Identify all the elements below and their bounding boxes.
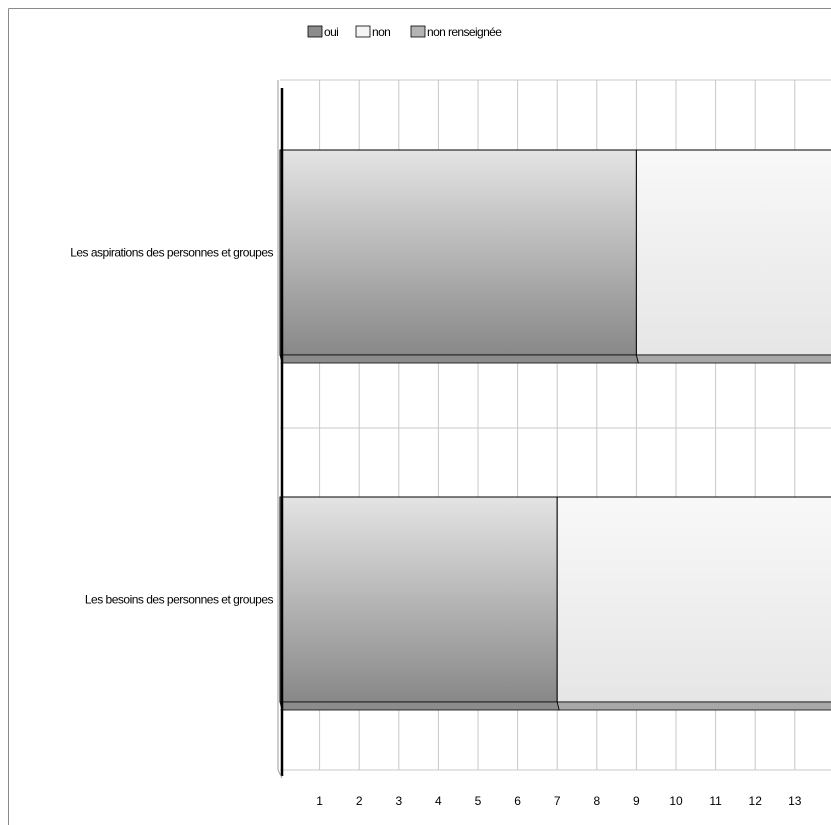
x-tick-label: 3 <box>395 794 402 808</box>
legend-label-oui: oui <box>324 25 338 39</box>
x-tick-label: 4 <box>435 794 442 808</box>
x-tick-label: 5 <box>475 794 482 808</box>
category-labels: Les besoins des personnes et groupes Les … <box>70 246 274 607</box>
x-tick-label: 10 <box>669 794 683 808</box>
x-tick-label: 8 <box>593 794 600 808</box>
bars <box>279 149 831 711</box>
x-tick-labels: 1 2 3 4 5 6 7 8 9 10 11 12 13 <box>316 794 802 808</box>
legend-label-non-renseignee: non renseignée <box>427 25 502 39</box>
bar-floor-non-0 <box>556 701 831 711</box>
x-tick-label: 9 <box>633 794 640 808</box>
x-tick-label: 2 <box>356 794 363 808</box>
axis-corner <box>277 769 283 779</box>
x-tick-label: 12 <box>749 794 763 808</box>
bar-non-1 <box>635 149 831 356</box>
legend-swatch-non <box>355 25 371 38</box>
x-tick-label: 7 <box>554 794 561 808</box>
bar-oui-0 <box>279 496 558 703</box>
x-tick-label: 6 <box>514 794 521 808</box>
bar-floor-oui-0 <box>279 701 560 711</box>
bar-oui-1 <box>279 149 637 356</box>
bar-floor-oui-1 <box>279 354 639 364</box>
legend-label-non: non <box>372 25 390 39</box>
x-tick-label: 11 <box>709 794 722 808</box>
legend: oui non non renseignée <box>307 25 503 39</box>
bar-floor-non-1 <box>635 354 831 364</box>
legend-swatch-non-renseignee <box>410 25 426 38</box>
category-label: Les aspirations des personnes et groupes <box>70 246 273 260</box>
legend-swatch-oui <box>307 25 323 38</box>
x-tick-label: 13 <box>788 794 802 808</box>
category-label: Les besoins des personnes et groupes <box>85 593 274 607</box>
axes <box>277 80 284 779</box>
x-tick-label: 1 <box>316 794 323 808</box>
bar-non-0 <box>556 496 831 703</box>
